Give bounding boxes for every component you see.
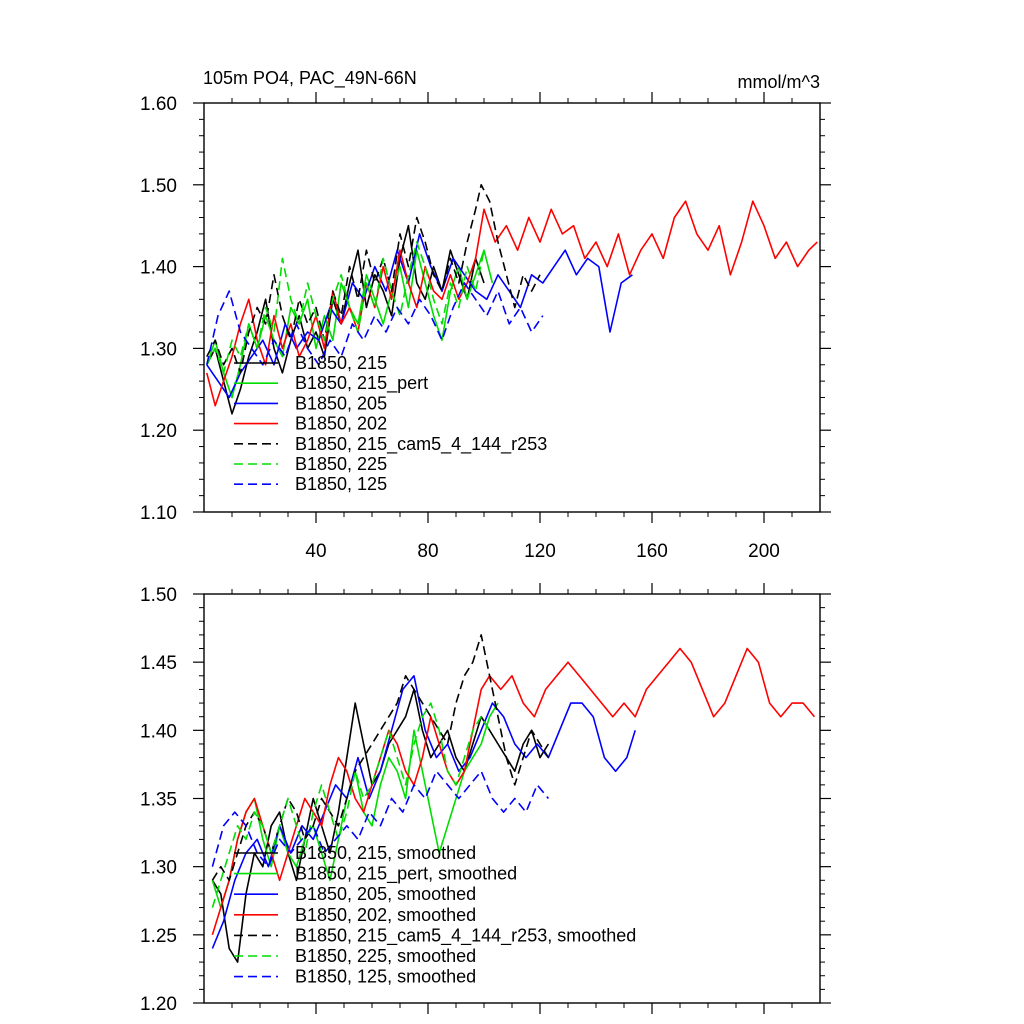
series-line-7: [206, 282, 544, 366]
legend-label: B1850, 215_pert, smoothed: [295, 864, 517, 885]
y-tick-label: 1.20: [140, 421, 177, 442]
legend-label: B1850, 225: [295, 454, 387, 474]
legend-label: B1850, 215_cam5_4_144_r253, smoothed: [295, 925, 636, 946]
legend-label: B1850, 202, smoothed: [295, 905, 476, 925]
legend-label: B1850, 202: [295, 414, 387, 434]
series-group-top: [206, 184, 818, 415]
legend-label: B1850, 215, smoothed: [295, 843, 476, 863]
y-tick-label: 1.50: [140, 585, 177, 606]
units-label: mmol/m^3: [738, 72, 820, 92]
y-tick-label: 1.30: [140, 858, 177, 879]
series-line-3: [211, 674, 636, 949]
series-group-bottom: [211, 634, 816, 963]
legend-label: B1850, 215: [295, 353, 387, 373]
series-line-6: [206, 241, 485, 374]
axes-bottom: 1.20 1.25 1.30 1.35 1.40 1.45 1.50: [140, 583, 831, 1015]
series-line-6: [211, 702, 491, 908]
x-tick-label: 120: [524, 541, 556, 562]
y-tick-label: 1.45: [140, 653, 177, 674]
bottom-line-chart: 1.20 1.25 1.30 1.35 1.40 1.45 1.50 B1850, 215,…: [140, 583, 831, 1015]
y-tick-label: 1.30: [140, 339, 177, 360]
series-line-3: [206, 233, 633, 399]
x-tick-label: 80: [417, 541, 438, 562]
legend-label: B1850, 205, smoothed: [295, 884, 476, 904]
series-line-4: [206, 200, 818, 407]
series-line-5: [211, 634, 550, 882]
top-line-chart: 105m PO4, PAC_49N-66N mmol/m^3 40 80 120 16…: [140, 68, 831, 562]
y-tick-label: 1.40: [140, 258, 177, 279]
y-tick-label: 1.20: [140, 994, 177, 1015]
y-tick-label: 1.10: [140, 503, 177, 524]
legend-label: B1850, 225, smoothed: [295, 946, 476, 966]
legend-label: B1850, 215_cam5_4_144_r253: [295, 434, 547, 455]
y-tick-label: 1.35: [140, 790, 177, 811]
y-tick-label: 1.25: [140, 926, 177, 947]
legend-label: B1850, 125: [295, 474, 387, 494]
series-line-7: [211, 770, 550, 868]
y-tick-label: 1.50: [140, 176, 177, 197]
x-tick-label: 160: [636, 541, 668, 562]
legend-label: B1850, 215_pert: [295, 373, 428, 394]
series-line-1: [206, 224, 485, 415]
y-tick-label: 1.60: [140, 94, 177, 115]
x-tick-label: 40: [305, 541, 326, 562]
y-tick-label: 1.40: [140, 721, 177, 742]
chart-title: 105m PO4, PAC_49N-66N: [203, 68, 417, 89]
x-tick-label: 200: [748, 541, 780, 562]
legend-label: B1850, 125, smoothed: [295, 967, 476, 987]
legend-label: B1850, 205: [295, 393, 387, 413]
axes-top: 40 80 120 160 200 1.10 1.20 1.30 1.40 1.50 1.60: [140, 92, 831, 562]
